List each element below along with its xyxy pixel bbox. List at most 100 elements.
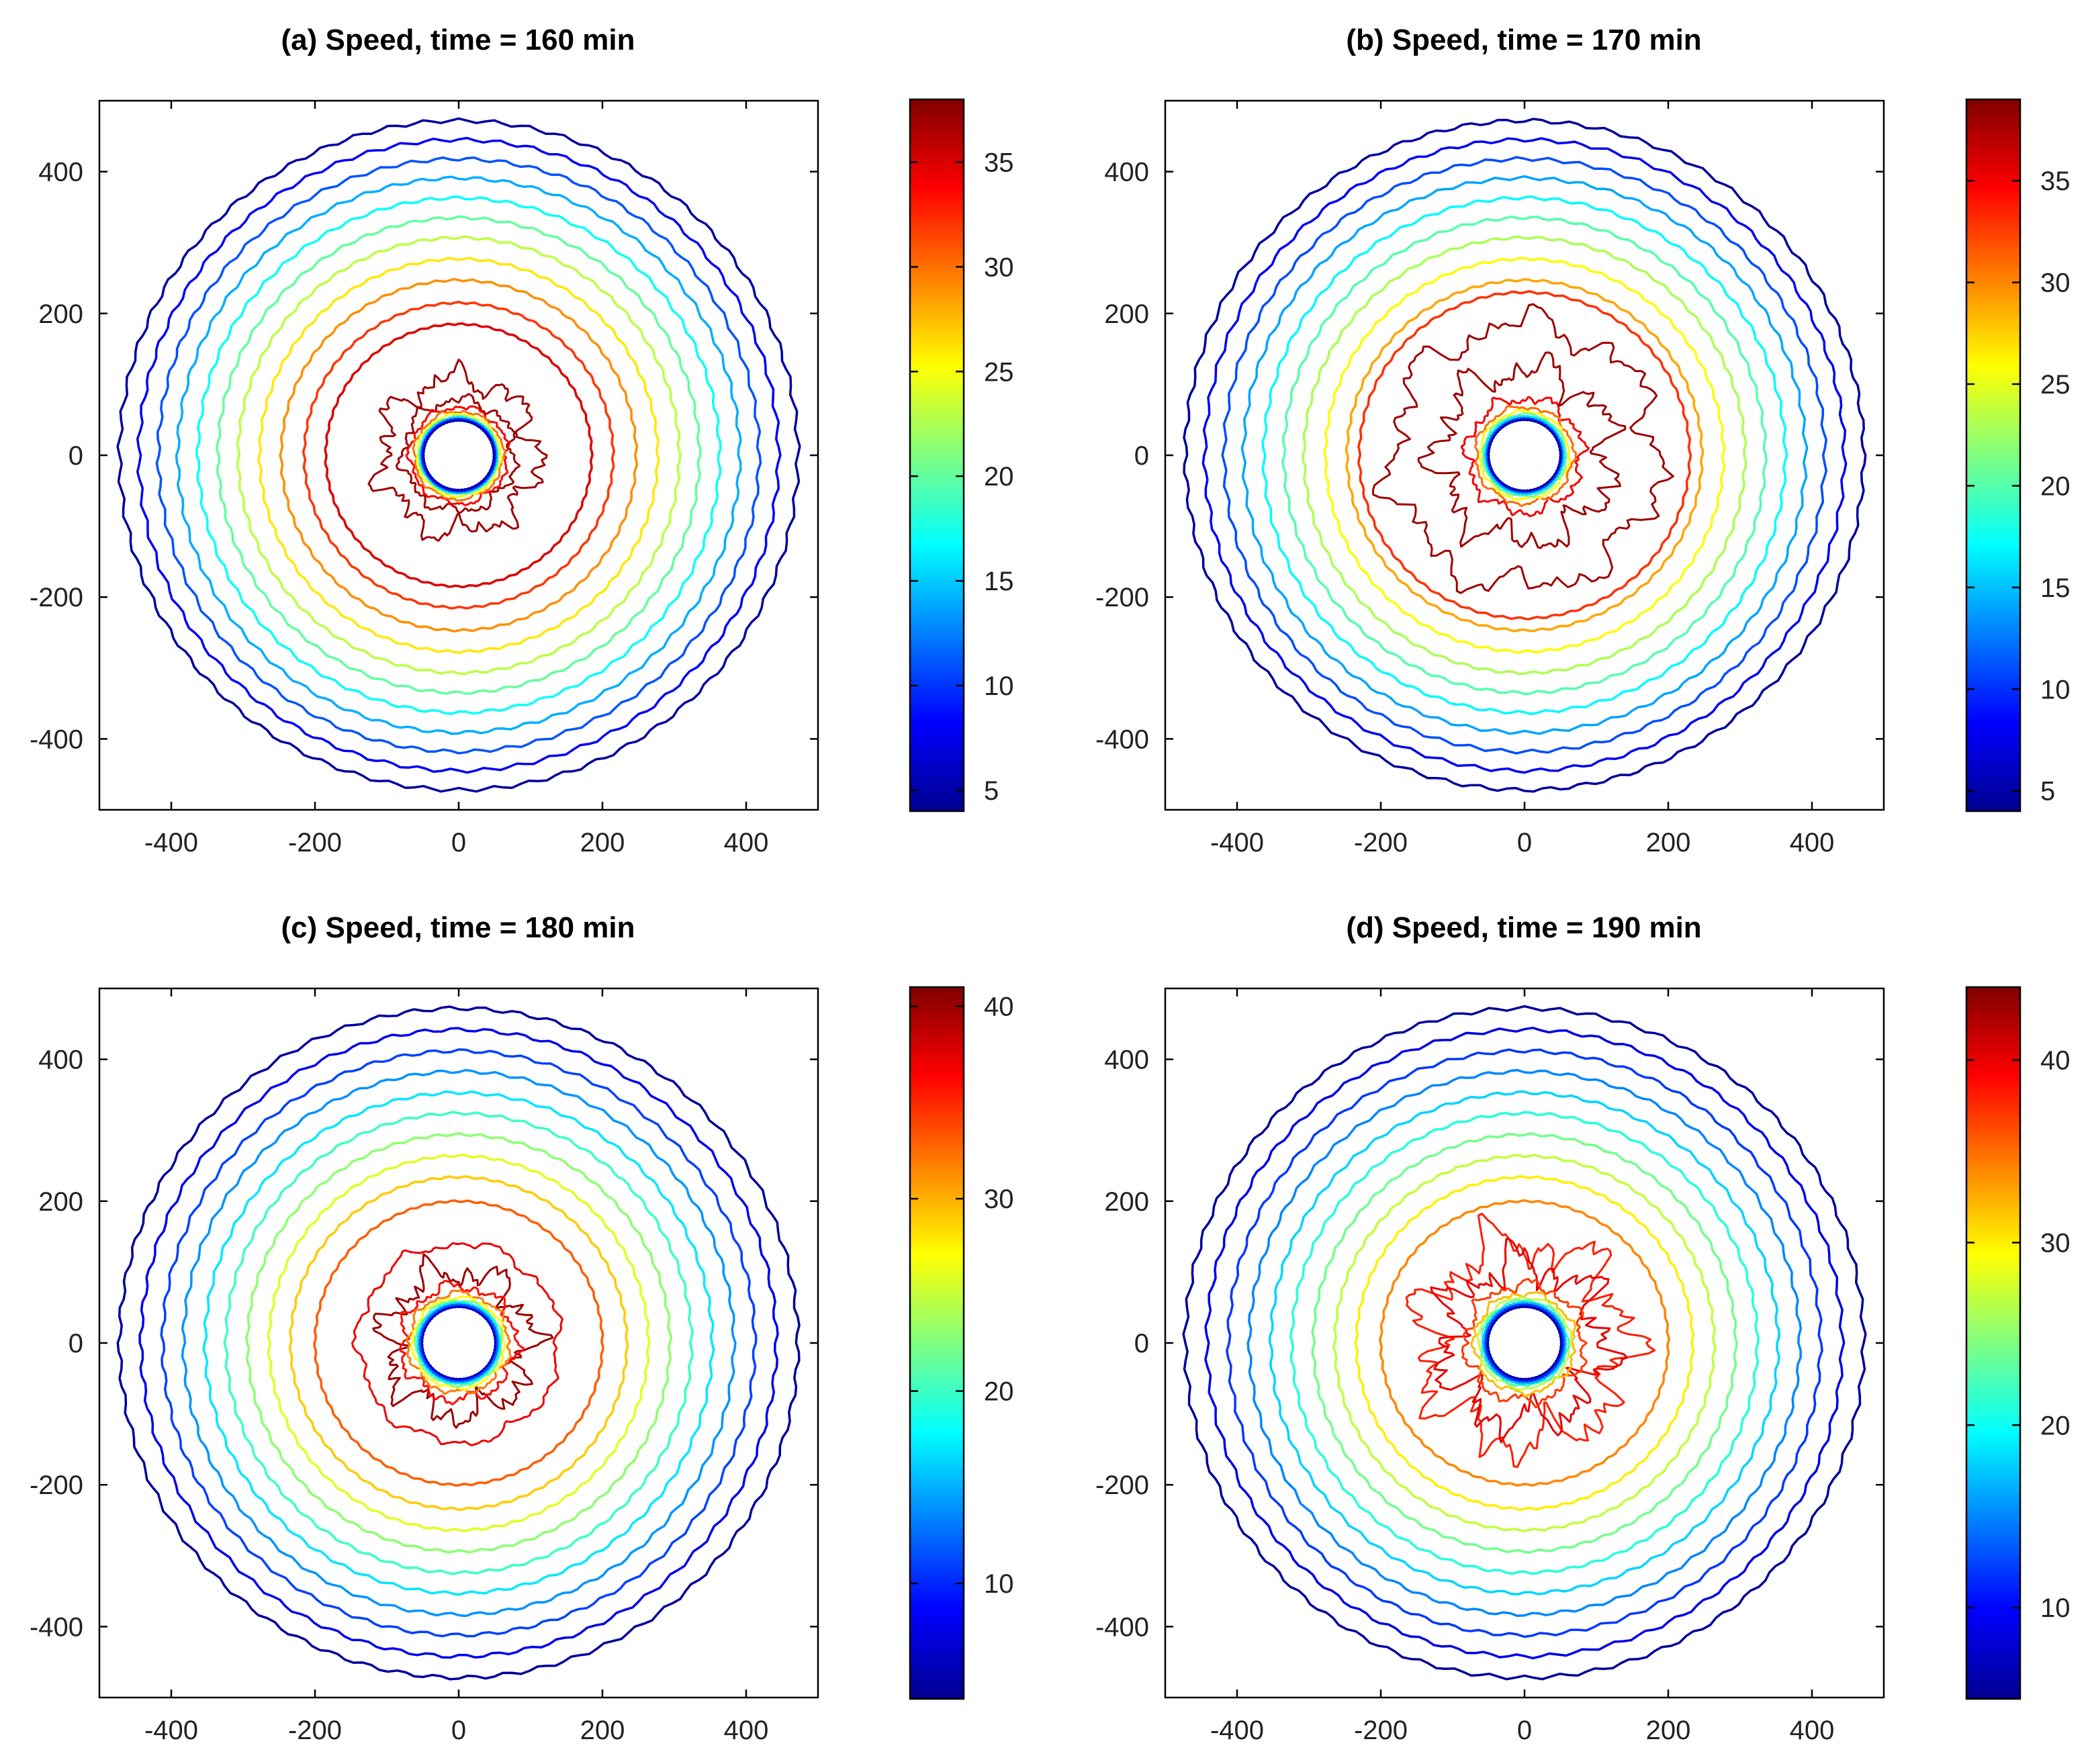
- panel-c-ytick-label: 400: [38, 1046, 83, 1075]
- panel-d-contour-15: [1480, 1299, 1570, 1387]
- panel-d-contour-7: [1332, 1154, 1717, 1533]
- panel-c-contour-3: [181, 1068, 737, 1618]
- panel-a-colorbar-label: 30: [984, 252, 1014, 282]
- panel-a-contour-12: [395, 393, 521, 514]
- panel-c-ytick-label: -200: [30, 1471, 83, 1500]
- panel-a-colorbar: 5 10 15 20 25 30 35: [909, 98, 1014, 813]
- panel-a-xtick-label: -400: [144, 828, 198, 857]
- panel-b-contour-4: [1261, 195, 1788, 716]
- panel-c-ytick-label: 0: [69, 1329, 83, 1358]
- panel-c-colorbar-label: 40: [984, 992, 1014, 1022]
- panel-c-colorbar-label: 10: [984, 1569, 1014, 1599]
- panel-a-title: (a) Speed, time = 160 min: [281, 24, 635, 56]
- panel-d: (d) Speed, time = 190 min -400 -200 0 200 40…: [1095, 911, 2071, 1745]
- panel-c-xtick-label: -200: [288, 1716, 342, 1745]
- panel-d-ytick-label: 0: [1134, 1329, 1149, 1358]
- panel-a-ytick-label: 200: [38, 299, 83, 329]
- panel-d-ytick-label: -400: [1095, 1612, 1149, 1642]
- panel-a-colorbar-gradient: [909, 98, 965, 813]
- panel-d-xtick-label: -200: [1354, 1716, 1408, 1745]
- panel-d-ytick-label: 400: [1104, 1046, 1149, 1075]
- panel-b-ytick-label: -200: [1095, 583, 1149, 612]
- panel-b-contour-3: [1240, 175, 1809, 735]
- panel-d-colorbar-label: 40: [2040, 1046, 2071, 1076]
- panel-b-contour-18: [1487, 418, 1562, 492]
- panel-b-contour-0: [1183, 118, 1867, 793]
- panel-b-contour-7: [1323, 257, 1726, 654]
- panel-d-contour-6: [1311, 1132, 1739, 1554]
- panel-a-colorbar-label: 5: [984, 776, 999, 806]
- panel-a-contour-18: [420, 418, 497, 493]
- panel-c-contour-17: [418, 1303, 499, 1383]
- panel-b-colorbar-label: 30: [2040, 269, 2071, 298]
- panel-b-contour-13: [1474, 405, 1578, 507]
- panel-c-contour-12: [399, 1279, 525, 1405]
- panel-c-contour-14: [410, 1295, 506, 1391]
- panel-d-contour-12: [1461, 1278, 1588, 1409]
- panel-b-colorbar-label: 35: [2040, 167, 2071, 196]
- panel-d-colorbar: 10 20 30 40: [1965, 986, 2071, 1700]
- panel-b-ytick-label: 400: [1104, 158, 1149, 187]
- panel-a-contour-5: [216, 215, 702, 695]
- panel-a-contour-2: [155, 156, 762, 755]
- panel-c-colorbar-gradient: [909, 986, 965, 1700]
- panel-b-contour-11: [1417, 351, 1627, 549]
- panel-b-colorbar-label: 20: [2040, 471, 2071, 501]
- panel-b-contour-6: [1302, 235, 1747, 676]
- panel-b-contour-15: [1482, 412, 1568, 498]
- panel-c-xtick-label: 0: [451, 1716, 466, 1745]
- panel-d-contour-18: [1486, 1305, 1563, 1381]
- panel-b-xtick-label: -200: [1354, 828, 1408, 857]
- panel-c-contour-8: [288, 1175, 629, 1512]
- panel-d-contour-1: [1204, 1026, 1846, 1660]
- panel-c-contour-10: [351, 1242, 563, 1446]
- panel-b-contour-10: [1371, 303, 1674, 594]
- panel-a-colorbar-label: 35: [984, 148, 1014, 178]
- panel-b-colorbar: 5 10 15 20 25 30 35: [1965, 98, 2071, 813]
- panel-d-plot-area: -400 -200 0 200 400 -400 -200 0 200 400: [1095, 987, 1885, 1745]
- panel-c-contour-15: [414, 1299, 503, 1388]
- panel-d-colorbar-label: 30: [2040, 1229, 2071, 1258]
- panel-c-colorbar-label: 30: [984, 1185, 1014, 1214]
- panel-b-contour-5: [1281, 216, 1768, 696]
- panel-c-contour-18: [420, 1305, 497, 1381]
- panel-a-contour-14: [412, 410, 507, 502]
- panel-c-xtick-label: -400: [144, 1716, 198, 1745]
- panel-d-colorbar-gradient: [1965, 986, 2021, 1700]
- panel-a-colorbar-label: 25: [984, 357, 1014, 387]
- panel-d-colorbar-label: 20: [2040, 1411, 2071, 1440]
- panel-a-xtick-label: 0: [451, 828, 466, 857]
- panel-a-contour-4: [195, 195, 722, 715]
- panel-a-xtick-label: -200: [288, 828, 342, 857]
- panel-d-contour-16: [1482, 1301, 1567, 1385]
- panel-a-contour-15: [416, 412, 503, 498]
- panel-c-contour-7: [267, 1154, 651, 1533]
- panel-c-colorbar: 10 20 30 40: [909, 986, 1014, 1700]
- panel-a-contour-10: [324, 322, 594, 589]
- panel-b-ytick-label: 0: [1134, 441, 1149, 471]
- panel-d-contour-0: [1182, 1005, 1867, 1681]
- panel-a-colorbar-label: 15: [984, 567, 1014, 596]
- panel-c-contour-16: [416, 1301, 502, 1385]
- panel-b-xtick-label: 0: [1517, 828, 1532, 857]
- panel-a-xtick-label: 400: [724, 828, 769, 857]
- panel-d-xtick-label: 200: [1646, 1716, 1691, 1745]
- panel-a-ytick-label: 400: [38, 158, 83, 187]
- panel-b-contour-16: [1484, 414, 1565, 496]
- panel-b-xtick-label: 200: [1646, 828, 1691, 857]
- panel-a-contour-16: [418, 414, 500, 496]
- panel-a-contour-6: [236, 235, 682, 676]
- panel-d-title: (d) Speed, time = 190 min: [1346, 911, 1701, 944]
- panel-d-contour-9: [1379, 1199, 1670, 1487]
- panel-a-contour-8: [279, 277, 639, 633]
- panel-d-contour-5: [1289, 1111, 1760, 1575]
- panel-b-contour-2: [1221, 156, 1828, 755]
- panel-a-contour-7: [257, 257, 660, 654]
- panel-c-contour-2: [160, 1048, 758, 1638]
- panel-d-xtick-label: 400: [1790, 1716, 1835, 1745]
- panel-c-contour-13: [406, 1289, 512, 1395]
- panel-b-contour-8: [1345, 278, 1705, 633]
- panel-d-contour-3: [1246, 1068, 1803, 1618]
- panel-d-xtick-label: -400: [1210, 1716, 1264, 1745]
